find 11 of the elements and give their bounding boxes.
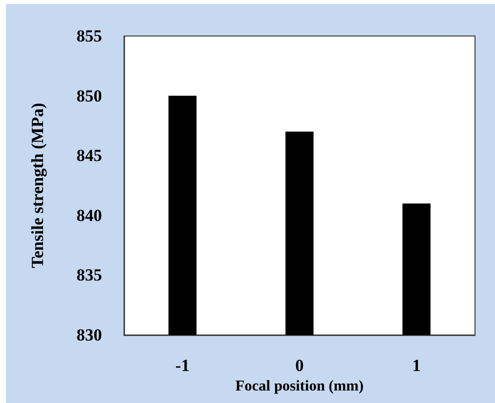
x-tick-label: 1	[412, 356, 421, 375]
x-tick-label: 0	[295, 356, 304, 375]
y-tick-label: 835	[76, 266, 102, 285]
y-tick-label: 840	[76, 206, 102, 225]
y-axis-title: Tensile strength (MPa)	[28, 102, 47, 268]
y-tick-label: 855	[76, 26, 102, 46]
x-tick-label: -1	[175, 356, 190, 375]
x-axis-title: Focal position (mm)	[235, 378, 364, 394]
y-tick-label: 850	[76, 86, 102, 106]
y-tick-label: 845	[76, 146, 102, 166]
y-tick-label: 830	[76, 326, 102, 344]
